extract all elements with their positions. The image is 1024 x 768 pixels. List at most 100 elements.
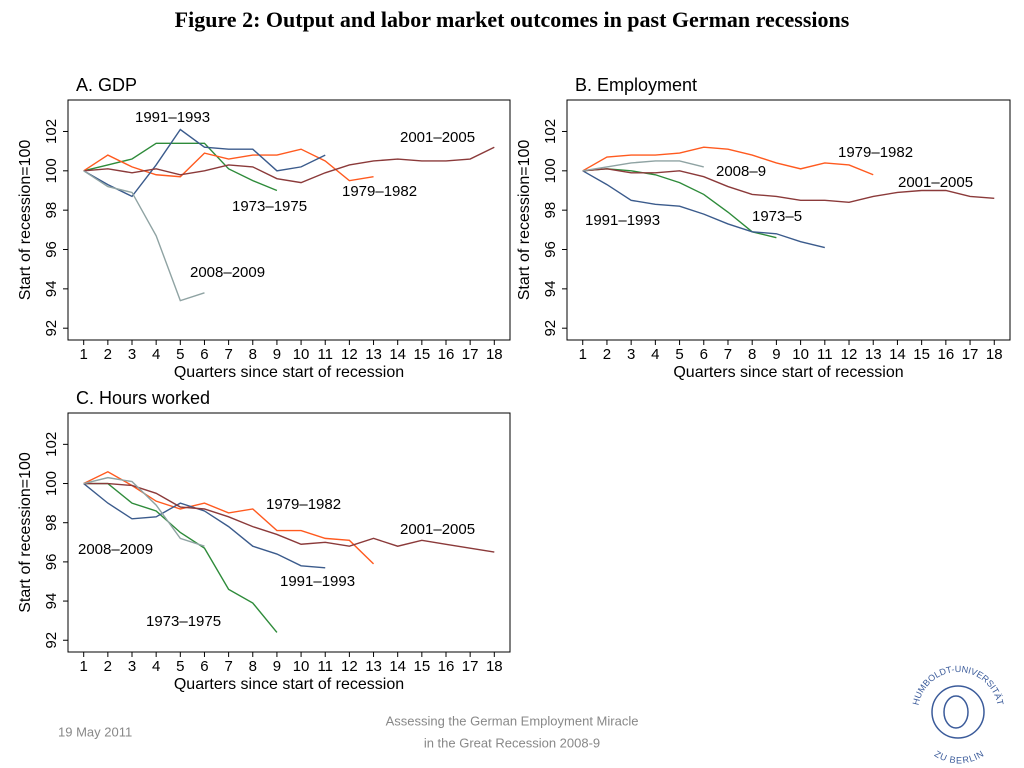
series-line: [83, 128, 326, 198]
series-line: [582, 170, 825, 249]
series-label: 1973–5: [752, 208, 802, 225]
series-label: 1991–1993: [280, 573, 355, 590]
x-tick-label: 12: [841, 346, 858, 363]
y-axis-label: Start of recession=100: [17, 452, 34, 613]
figure-title: Figure 2: Output and labor market outcom…: [175, 7, 850, 32]
x-tick-label: 17: [962, 346, 979, 363]
x-tick-label: 2: [104, 346, 112, 363]
series-label: 1979–1982: [838, 144, 913, 161]
series-label: 1979–1982: [266, 496, 341, 513]
x-tick-label: 5: [675, 346, 683, 363]
panel-title: B. Employment: [575, 75, 697, 95]
x-tick-label: 8: [249, 346, 257, 363]
y-tick-label: 94: [43, 593, 60, 610]
series-label: 1979–1982: [342, 183, 417, 200]
x-tick-label: 11: [817, 346, 833, 363]
series-label: 1991–1993: [585, 212, 660, 229]
series-label: 2001–2005: [898, 174, 973, 191]
y-tick-label: 92: [43, 632, 60, 649]
x-axis-label: Quarters since start of recession: [174, 676, 404, 693]
series-line: [83, 482, 278, 633]
x-tick-label: 4: [152, 346, 160, 363]
logo-portrait: [943, 695, 969, 729]
x-tick-label: 10: [293, 346, 310, 363]
series-label: 2001–2005: [400, 129, 475, 146]
x-tick-label: 9: [772, 346, 780, 363]
x-tick-label: 4: [152, 658, 160, 675]
series-line: [582, 146, 874, 176]
y-tick-label: 102: [43, 432, 60, 457]
x-tick-label: 1: [80, 658, 88, 675]
series-label: 1973–1975: [232, 198, 307, 215]
y-tick-label: 96: [43, 554, 60, 571]
x-axis-label: Quarters since start of recession: [673, 364, 903, 381]
panel-title: A. GDP: [76, 75, 137, 95]
x-tick-label: 1: [579, 346, 587, 363]
x-tick-label: 14: [389, 346, 406, 363]
x-tick-label: 4: [651, 346, 659, 363]
x-tick-label: 14: [389, 658, 406, 675]
logo: HUMBOLDT-UNIVERSITÄT ZU BERLIN: [911, 664, 1006, 766]
plot-frame: [566, 99, 1011, 341]
x-tick-label: 17: [462, 346, 479, 363]
y-tick-label: 92: [43, 320, 60, 337]
x-tick-label: 3: [627, 346, 635, 363]
footer-caption: in the Great Recession 2008-9: [424, 735, 600, 750]
series-line: [83, 148, 374, 182]
y-tick-label: 102: [542, 119, 559, 144]
x-tick-label: 18: [486, 346, 503, 363]
x-tick-label: 5: [176, 346, 184, 363]
y-tick-label: 96: [43, 241, 60, 258]
x-tick-label: 18: [486, 658, 503, 675]
y-axis-label: Start of recession=100: [17, 140, 34, 301]
series-line: [83, 482, 495, 553]
footer-date: 19 May 2011: [58, 724, 132, 739]
x-tick-label: 15: [913, 346, 930, 363]
series-line: [582, 168, 995, 204]
series-label: 2008–9: [716, 163, 766, 180]
x-tick-label: 14: [889, 346, 906, 363]
y-tick-label: 98: [43, 514, 60, 531]
x-tick-label: 7: [724, 346, 732, 363]
x-tick-label: 6: [200, 346, 208, 363]
y-tick-label: 92: [542, 320, 559, 337]
x-tick-label: 16: [438, 346, 455, 363]
y-tick-label: 96: [542, 241, 559, 258]
x-tick-label: 9: [273, 658, 281, 675]
x-tick-label: 13: [865, 346, 882, 363]
x-tick-label: 7: [224, 346, 232, 363]
series-line: [83, 476, 205, 547]
plot-frame: [67, 99, 511, 341]
x-tick-label: 8: [748, 346, 756, 363]
x-tick-label: 15: [413, 346, 430, 363]
y-axis-label: Start of recession=100: [516, 140, 533, 301]
logo-ring: [931, 685, 985, 739]
x-tick-label: 2: [603, 346, 611, 363]
y-tick-label: 100: [542, 158, 559, 183]
plot-frame: [67, 412, 511, 653]
panel-title: C. Hours worked: [76, 388, 210, 408]
y-tick-label: 100: [43, 471, 60, 496]
x-tick-label: 16: [438, 658, 455, 675]
series-label: 2008–2009: [78, 541, 153, 558]
series-line: [83, 146, 495, 184]
x-tick-label: 12: [341, 658, 358, 675]
x-tick-label: 9: [273, 346, 281, 363]
x-tick-label: 8: [249, 658, 257, 675]
series-label: 2008–2009: [190, 264, 265, 281]
x-tick-label: 16: [938, 346, 955, 363]
x-tick-label: 13: [365, 346, 382, 363]
footer-caption: Assessing the German Employment Miracle: [386, 713, 639, 728]
x-tick-label: 15: [413, 658, 430, 675]
series-line: [83, 142, 278, 192]
x-tick-label: 11: [317, 346, 333, 363]
x-tick-label: 2: [104, 658, 112, 675]
x-tick-label: 11: [317, 658, 333, 675]
x-tick-label: 7: [224, 658, 232, 675]
series-label: 1973–1975: [146, 613, 221, 630]
x-tick-label: 6: [700, 346, 708, 363]
y-tick-label: 94: [542, 281, 559, 298]
x-tick-label: 18: [986, 346, 1003, 363]
